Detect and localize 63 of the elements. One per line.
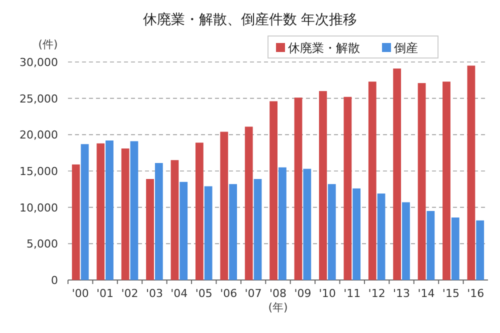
bar bbox=[393, 68, 402, 280]
bar bbox=[80, 144, 89, 280]
bar bbox=[220, 132, 228, 280]
bar bbox=[244, 126, 253, 280]
bar bbox=[344, 96, 352, 280]
x-tick-label: '12 bbox=[368, 287, 386, 300]
bar bbox=[303, 168, 312, 280]
bar bbox=[352, 188, 361, 280]
y-tick-label: 20,000 bbox=[20, 128, 58, 142]
x-tick-label: '00 bbox=[72, 287, 89, 300]
bar bbox=[328, 184, 336, 280]
bar bbox=[467, 66, 476, 280]
bar bbox=[278, 167, 286, 280]
bar bbox=[106, 140, 114, 280]
x-tick-label: '04 bbox=[170, 287, 188, 300]
bar bbox=[418, 83, 426, 280]
chart-title: 休廃業・解散、倒産件数 年次推移 bbox=[142, 12, 358, 28]
bar bbox=[204, 186, 212, 280]
bar bbox=[476, 220, 484, 280]
bar bbox=[146, 178, 154, 280]
y-tick-label: 30,000 bbox=[20, 56, 58, 69]
bar bbox=[294, 98, 302, 280]
bar bbox=[96, 143, 105, 280]
x-tick-label: '08 bbox=[269, 287, 287, 300]
x-tick-label: '13 bbox=[393, 287, 410, 300]
bar bbox=[195, 142, 204, 280]
y-axis-title: (件) bbox=[38, 38, 58, 51]
x-tick-label: '15 bbox=[442, 287, 460, 300]
bar bbox=[426, 210, 435, 280]
y-tick-label: 5,000 bbox=[26, 238, 58, 251]
bar bbox=[229, 184, 237, 280]
bar bbox=[270, 101, 278, 280]
x-tick-label: '09 bbox=[294, 287, 312, 300]
bar bbox=[368, 82, 376, 280]
y-tick-label: 15,000 bbox=[20, 165, 58, 178]
x-tick-label: '10 bbox=[318, 287, 336, 300]
bar bbox=[402, 202, 410, 280]
y-tick-label: 25,000 bbox=[20, 92, 58, 106]
bar bbox=[451, 218, 460, 280]
x-tick-label: '06 bbox=[220, 287, 238, 300]
legend-label: 休廃業・解散 bbox=[288, 41, 360, 55]
bar bbox=[442, 82, 450, 280]
y-tick-label: 0 bbox=[51, 274, 58, 287]
x-tick-label: '01 bbox=[96, 287, 114, 300]
bar bbox=[170, 160, 179, 280]
x-tick-label: '02 bbox=[121, 287, 138, 300]
bar bbox=[254, 178, 262, 280]
bar bbox=[154, 163, 163, 280]
y-tick-label: 10,000 bbox=[20, 201, 58, 214]
bar bbox=[130, 141, 138, 280]
x-tick-label: '07 bbox=[244, 287, 262, 300]
x-tick-label: '03 bbox=[146, 287, 163, 300]
bar bbox=[319, 91, 327, 280]
bar bbox=[121, 148, 130, 280]
bar bbox=[180, 182, 188, 280]
x-tick-label: '05 bbox=[195, 287, 212, 300]
bar bbox=[72, 164, 80, 280]
x-tick-label: '14 bbox=[418, 287, 435, 300]
x-axis-title: (年) bbox=[268, 301, 288, 314]
legend-label: 倒産 bbox=[394, 41, 418, 55]
bar bbox=[377, 194, 386, 280]
x-tick-label: '11 bbox=[344, 287, 361, 300]
x-tick-label: '16 bbox=[467, 287, 484, 300]
